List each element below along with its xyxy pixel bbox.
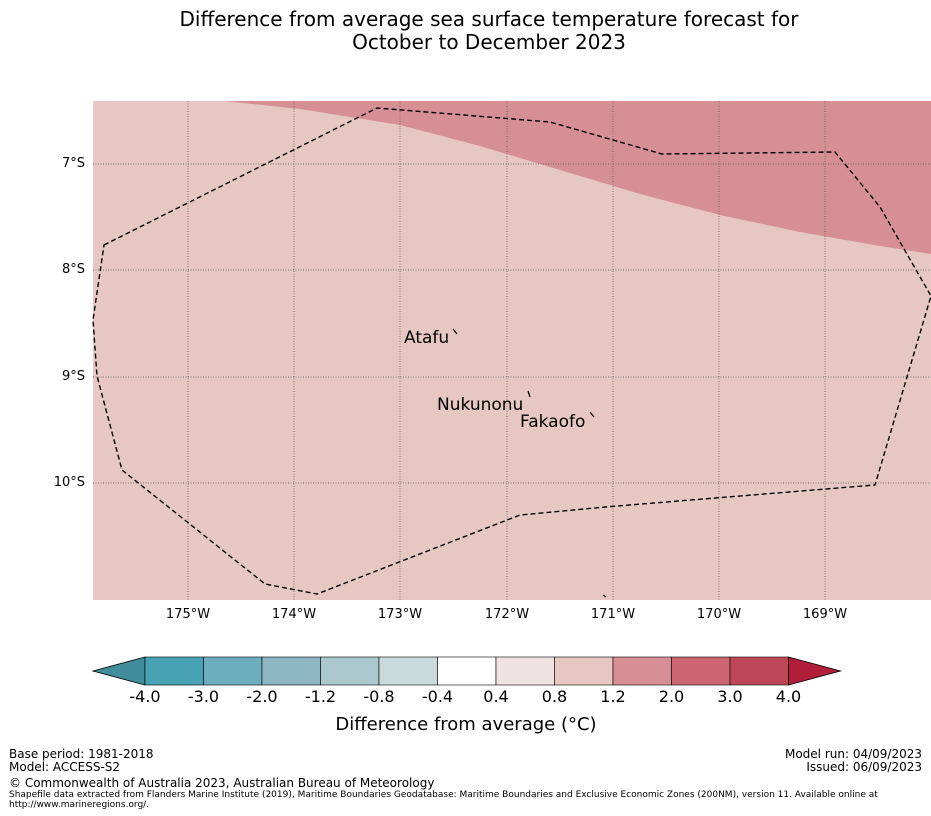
atoll-fakaofo [589, 411, 595, 418]
issued-date: Issued: 06/09/2023 [806, 760, 922, 774]
colorbar-tick-label: 1.2 [600, 687, 626, 706]
lon-label-173w: 173°W [377, 607, 423, 622]
title-line-2: October to December 2023 [352, 30, 626, 54]
title-line-1: Difference from average sea surface temp… [179, 7, 799, 31]
lon-label-169w: 169°W [802, 607, 848, 622]
shapefile-credit: Shapefile data extracted from Flanders M… [9, 790, 878, 810]
colorbar-tick-label: -0.4 [421, 687, 454, 706]
atoll-nukunonu [527, 390, 531, 398]
place-label-fakaofo: Fakaofo [520, 412, 586, 432]
chart-title: Difference from average sea surface temp… [0, 8, 931, 54]
colorbar-tick-label: 2.0 [658, 687, 685, 706]
colorbar-bin [144, 656, 204, 686]
copyright: © Commonwealth of Australia 2023, Austra… [9, 776, 435, 790]
atoll-swains-mark [602, 594, 607, 598]
colorbar-label: Difference from average (°C) [335, 714, 597, 735]
colorbar-bin [203, 656, 263, 686]
colorbar-tick-label: -4.0 [129, 687, 161, 706]
colorbar-bin [729, 656, 789, 686]
lat-label-9s: 9°S [61, 369, 85, 384]
model-run: Model run: 04/09/2023 [784, 747, 922, 761]
colorbar-bin [437, 656, 497, 686]
colorbar-bin [261, 656, 321, 686]
colorbar-tick-label: -0.8 [363, 687, 395, 706]
colorbar-tick-label: -3.0 [187, 687, 220, 706]
map-panel [92, 101, 931, 600]
warm-anomaly-region [225, 101, 931, 254]
place-label-atafu: Atafu [404, 328, 450, 348]
lon-label-174w: 174°W [271, 607, 317, 622]
lon-label-175w: 175°W [165, 607, 211, 622]
lon-label-171w: 171°W [590, 607, 636, 622]
base-period: Base period: 1981-2018 [9, 747, 154, 761]
colorbar-bin [378, 656, 438, 686]
colorbar-extend-low [91, 656, 146, 686]
lon-label-172w: 172°W [484, 607, 530, 622]
colorbar-bin [554, 656, 614, 686]
colorbar-bin [671, 656, 731, 686]
lat-label-8s: 8°S [61, 262, 85, 277]
place-label-nukunonu: Nukunonu [437, 395, 524, 415]
eez-boundary [92, 107, 931, 595]
colorbar-bin [495, 656, 555, 686]
colorbar-tick-label: -1.2 [304, 687, 337, 706]
lon-label-170w: 170°W [696, 607, 742, 622]
colorbar-tick-label: -2.0 [246, 687, 278, 706]
colorbar-extend-high [788, 656, 843, 686]
colorbar-bin [612, 656, 672, 686]
colorbar-tick-label: 4.0 [775, 687, 802, 706]
model-name: Model: ACCESS-S2 [9, 760, 121, 774]
lat-label-7s: 7°S [61, 156, 85, 171]
colorbar-tick-label: 0.8 [541, 687, 568, 706]
colorbar-tick-label: 3.0 [717, 687, 743, 706]
atoll-atafu [452, 328, 458, 335]
colorbar-tick-label: 0.4 [483, 687, 509, 706]
lat-label-10s: 10°S [53, 475, 85, 490]
graticule [93, 101, 931, 600]
colorbar [91, 656, 843, 686]
colorbar-bin [320, 656, 380, 686]
